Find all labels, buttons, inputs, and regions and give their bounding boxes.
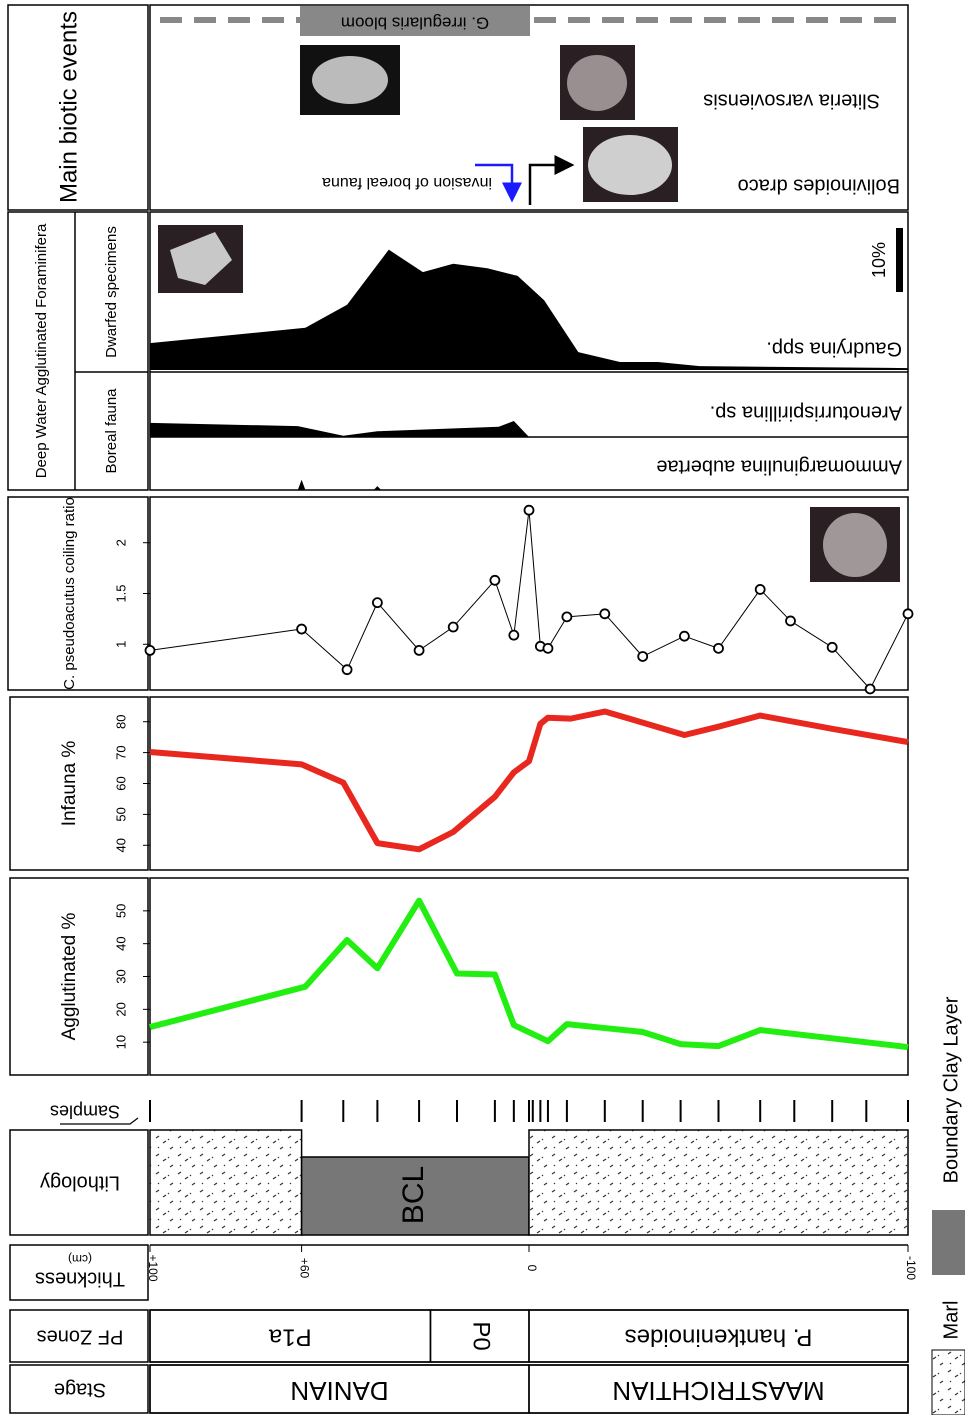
data-point [371, 597, 383, 609]
data-point [902, 608, 914, 620]
area [150, 421, 908, 437]
data-point [785, 615, 796, 627]
event-label: Bolivinoides draco [738, 175, 900, 197]
legend-swatch [931, 1349, 965, 1415]
event-arrows [160, 6, 908, 205]
zone-label: P1a [268, 1324, 311, 1351]
data-point [599, 608, 611, 620]
legend-label: Marl [940, 1301, 962, 1340]
event-label: G. irregularis bloom [341, 14, 489, 33]
event-label: Sliteria varsoviensis [703, 90, 880, 112]
series-label: Gaudryina spp. [766, 338, 902, 360]
lithology-unit [149, 1129, 303, 1236]
data-point [296, 623, 308, 635]
legend-swatch [932, 1210, 965, 1275]
tick-label: 1 [113, 641, 128, 648]
tick-label: 2 [113, 539, 128, 546]
series-label: Ammomarginulina aubertae [656, 456, 902, 478]
tick-label: 10 [113, 1035, 128, 1049]
sem-photos [158, 45, 900, 582]
zone [528, 1309, 909, 1363]
data-point [864, 683, 876, 695]
data-point [637, 651, 649, 662]
area [150, 479, 908, 490]
lithology-label: BCL [397, 1166, 430, 1224]
header: (cm) [68, 1252, 92, 1266]
axis-label: Agglutinated % [59, 912, 80, 1040]
data-point [523, 504, 535, 516]
tick-label: 80 [113, 714, 128, 728]
tick-label: -100 [904, 1256, 918, 1280]
data-line [149, 509, 909, 690]
tick-label: 20 [113, 1002, 128, 1016]
data-point [826, 641, 838, 653]
series-label: Arenoturrispirillina sp. [710, 402, 902, 424]
header: Samples [50, 1101, 120, 1121]
header: Deep Water Agglutinated Foraminifera [33, 223, 50, 478]
data-line [149, 897, 909, 1051]
scale-bar [896, 228, 903, 292]
lithology-unit [528, 1129, 909, 1236]
zone [528, 1364, 909, 1414]
data-point [413, 644, 425, 656]
zone-label: P. hantkeninoides [625, 1324, 813, 1351]
tick-label: 1.5 [113, 584, 128, 602]
header: PF Zones [37, 1326, 124, 1348]
axis-label: Infauna % [59, 741, 80, 827]
tick-label: 40 [113, 936, 128, 950]
data-point [713, 642, 724, 654]
data-line [149, 708, 909, 853]
data-point [341, 664, 353, 676]
tick-label: +100 [146, 1254, 160, 1281]
zone-label: P0 [467, 1321, 494, 1350]
tick-label: 50 [113, 904, 128, 918]
data-point [489, 574, 501, 586]
header: Thickness [35, 1268, 125, 1290]
data-point [144, 644, 156, 656]
data-point [508, 629, 520, 641]
legend-label: Boundary Clay Layer [940, 996, 962, 1183]
axis-label: C. pseudoacutus coiling ratio [61, 497, 78, 690]
header: Main biotic events [55, 11, 82, 203]
data-point [678, 630, 690, 642]
scale-bar-label: 10% [869, 242, 889, 278]
zone-label: MAASTRICHTIAN [612, 1376, 824, 1406]
header: Stage [54, 1379, 106, 1401]
data-point [754, 584, 766, 595]
data-point [542, 642, 554, 654]
tick-label: 40 [113, 838, 128, 852]
data-point [561, 611, 573, 623]
header: Boreal fauna [103, 388, 120, 474]
zone-label: DANIAN [290, 1376, 388, 1406]
lithology-unit [300, 1156, 530, 1236]
tick-label: 30 [113, 969, 128, 983]
header: Lithology [40, 1172, 120, 1194]
header: Dwarfed specimens [103, 226, 120, 358]
tick-label: 0 [525, 1265, 539, 1272]
tick-label: 60 [113, 776, 128, 790]
event-label: invasion of boreal fauna [322, 174, 492, 191]
tick-label: 70 [113, 745, 128, 759]
area [150, 249, 908, 370]
tick-label: 50 [113, 807, 128, 821]
data-point [447, 621, 459, 633]
tick-label: +60 [297, 1258, 311, 1279]
